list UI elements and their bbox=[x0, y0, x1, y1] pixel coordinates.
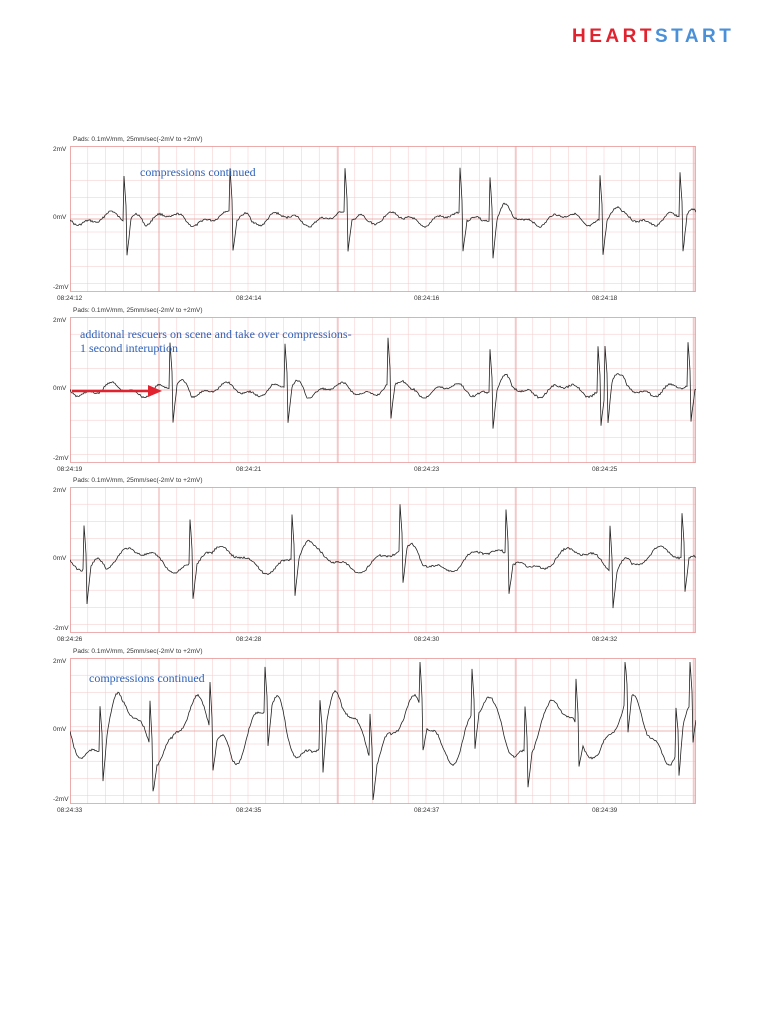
time-label: 08:24:23 bbox=[414, 466, 440, 473]
ecg-trace bbox=[70, 337, 696, 429]
ecg-grid bbox=[70, 146, 696, 292]
time-label: 08:24:35 bbox=[236, 807, 262, 814]
y-label-top: 2mV bbox=[53, 487, 67, 494]
y-label-bottom: -2mV bbox=[53, 284, 69, 291]
logo-start-text: START bbox=[654, 26, 735, 47]
time-label: 08:24:32 bbox=[592, 636, 618, 643]
ecg-grid bbox=[70, 317, 696, 463]
time-label: 08:24:25 bbox=[592, 466, 618, 473]
y-label-top: 2mV bbox=[53, 317, 67, 324]
annotation-text: compressions continued bbox=[140, 165, 256, 179]
ecg-strip-1: Pads: 0.1mV/mm, 25mm/sec(-2mV to +2mV) 2… bbox=[0, 136, 770, 308]
strip-header: Pads: 0.1mV/mm, 25mm/sec(-2mV to +2mV) bbox=[73, 307, 203, 314]
heartstart-logo: HEARTSTART bbox=[572, 26, 734, 48]
time-label: 08:24:33 bbox=[57, 807, 83, 814]
ecg-strip-3: Pads: 0.1mV/mm, 25mm/sec(-2mV to +2mV) 2… bbox=[0, 477, 770, 649]
time-label: 08:24:14 bbox=[236, 295, 262, 302]
y-label-zero: 0mV bbox=[53, 555, 67, 562]
ecg-strip-4: Pads: 0.1mV/mm, 25mm/sec(-2mV to +2mV) 2… bbox=[0, 648, 770, 820]
y-label-zero: 0mV bbox=[53, 385, 67, 392]
ecg-grid bbox=[70, 487, 696, 633]
red-arrow-icon bbox=[72, 385, 162, 397]
y-label-bottom: -2mV bbox=[53, 796, 69, 803]
logo-heart-text: HEART bbox=[572, 26, 655, 47]
annotation-text: compressions continued bbox=[89, 671, 205, 685]
time-label: 08:24:39 bbox=[592, 807, 618, 814]
time-label: 08:24:21 bbox=[236, 466, 262, 473]
y-label-top: 2mV bbox=[53, 658, 67, 665]
time-label: 08:24:26 bbox=[57, 636, 83, 643]
annotation-text-line2: 1 second interuption bbox=[80, 341, 178, 355]
time-label: 08:24:30 bbox=[414, 636, 440, 643]
ecg-grid bbox=[70, 658, 696, 804]
time-label: 08:24:16 bbox=[414, 295, 440, 302]
ecg-trace bbox=[70, 504, 696, 609]
ecg-trace bbox=[70, 661, 696, 801]
y-label-top: 2mV bbox=[53, 146, 67, 153]
time-label: 08:24:19 bbox=[57, 466, 83, 473]
ecg-trace bbox=[70, 167, 696, 259]
strip-header: Pads: 0.1mV/mm, 25mm/sec(-2mV to +2mV) bbox=[73, 648, 203, 655]
time-label: 08:24:18 bbox=[592, 295, 618, 302]
annotation-text-line1: additonal rescuers on scene and take ove… bbox=[80, 327, 352, 341]
y-label-bottom: -2mV bbox=[53, 455, 69, 462]
strip-header: Pads: 0.1mV/mm, 25mm/sec(-2mV to +2mV) bbox=[73, 136, 203, 143]
y-label-zero: 0mV bbox=[53, 214, 67, 221]
time-label: 08:24:37 bbox=[414, 807, 440, 814]
time-label: 08:24:28 bbox=[236, 636, 262, 643]
y-label-bottom: -2mV bbox=[53, 625, 69, 632]
ecg-strip-2: Pads: 0.1mV/mm, 25mm/sec(-2mV to +2mV) 2… bbox=[0, 307, 770, 479]
y-label-zero: 0mV bbox=[53, 726, 67, 733]
strip-header: Pads: 0.1mV/mm, 25mm/sec(-2mV to +2mV) bbox=[73, 477, 203, 484]
time-label: 08:24:12 bbox=[57, 295, 83, 302]
